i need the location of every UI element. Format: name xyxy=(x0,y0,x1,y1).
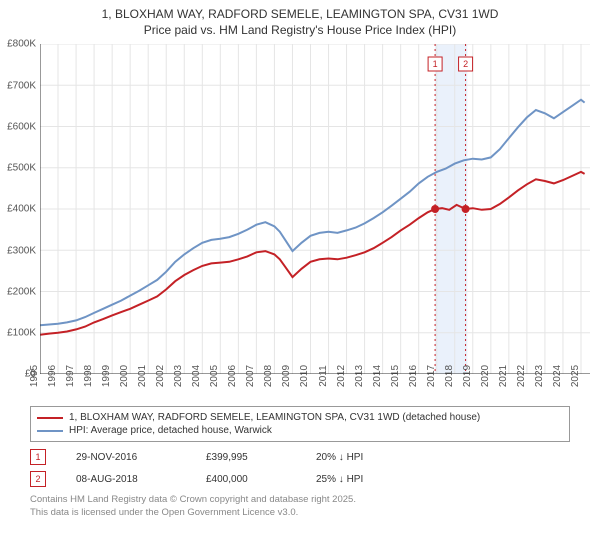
xtick-label: 2008 xyxy=(263,365,274,387)
xtick-label: 2006 xyxy=(227,365,238,387)
xtick-label: 1998 xyxy=(83,365,94,387)
xtick-label: 2017 xyxy=(426,365,437,387)
xtick-label: 1996 xyxy=(47,365,58,387)
ytick-label: £400K xyxy=(7,204,36,215)
xtick-label: 2023 xyxy=(534,365,545,387)
sale-row: 2 08-AUG-2018 £400,000 25% ↓ HPI xyxy=(30,468,570,490)
xtick-label: 2013 xyxy=(353,365,364,387)
xtick-label: 2016 xyxy=(408,365,419,387)
sale-delta: 20% ↓ HPI xyxy=(316,452,363,463)
xtick-label: 2022 xyxy=(516,365,527,387)
ytick-label: £700K xyxy=(7,80,36,91)
xtick-label: 2021 xyxy=(498,365,509,387)
xtick-label: 2019 xyxy=(462,365,473,387)
xtick-label: 2004 xyxy=(191,365,202,387)
ytick-label: £300K xyxy=(7,245,36,256)
legend-label: HPI: Average price, detached house, Warw… xyxy=(69,425,272,436)
sale-point xyxy=(462,205,470,213)
xtick-label: 2003 xyxy=(173,365,184,387)
sales-table: 1 29-NOV-2016 £399,995 20% ↓ HPI 2 08-AUG-201… xyxy=(30,446,570,490)
footer-line2: This data is licensed under the Open Gov… xyxy=(30,507,570,519)
xtick-label: 2002 xyxy=(155,365,166,387)
xtick-label: 2009 xyxy=(281,365,292,387)
xtick-label: 2025 xyxy=(570,365,581,387)
svg-text:1: 1 xyxy=(433,59,438,69)
ytick-label: £600K xyxy=(7,121,36,132)
sale-price: £400,000 xyxy=(206,474,286,485)
footer: Contains HM Land Registry data © Crown c… xyxy=(30,494,570,519)
xtick-label: 2010 xyxy=(299,365,310,387)
xtick-label: 1997 xyxy=(65,365,76,387)
xtick-label: 2020 xyxy=(480,365,491,387)
ytick-label: £100K xyxy=(7,328,36,339)
title-line1: 1, BLOXHAM WAY, RADFORD SEMELE, LEAMINGT… xyxy=(0,6,600,22)
xtick-label: 2000 xyxy=(119,365,130,387)
xtick-label: 2015 xyxy=(390,365,401,387)
sale-marker: 1 xyxy=(30,449,46,465)
chart-marker-label: 2 xyxy=(459,57,473,71)
sale-price: £399,995 xyxy=(206,452,286,463)
sale-date: 29-NOV-2016 xyxy=(76,452,176,463)
sale-date: 08-AUG-2018 xyxy=(76,474,176,485)
xtick-label: 2024 xyxy=(552,365,563,387)
legend-item: HPI: Average price, detached house, Warw… xyxy=(37,424,563,437)
sale-point xyxy=(431,205,439,213)
chart-area: £0£100K£200K£300K£400K£500K£600K£700K£80… xyxy=(40,44,590,374)
legend-swatch xyxy=(37,430,63,432)
sale-marker: 2 xyxy=(30,471,46,487)
chart-svg: 12 xyxy=(40,44,590,374)
xtick-label: 2001 xyxy=(137,365,148,387)
series-price_paid xyxy=(40,172,585,335)
ytick-label: £500K xyxy=(7,163,36,174)
xtick-label: 2018 xyxy=(444,365,455,387)
ytick-label: £800K xyxy=(7,39,36,50)
chart-marker-label: 1 xyxy=(428,57,442,71)
sale-delta: 25% ↓ HPI xyxy=(316,474,363,485)
xtick-label: 2007 xyxy=(245,365,256,387)
svg-text:2: 2 xyxy=(463,59,468,69)
legend: 1, BLOXHAM WAY, RADFORD SEMELE, LEAMINGT… xyxy=(30,406,570,442)
chart-title: 1, BLOXHAM WAY, RADFORD SEMELE, LEAMINGT… xyxy=(0,0,600,38)
title-line2: Price paid vs. HM Land Registry's House … xyxy=(0,22,600,38)
xtick-label: 2005 xyxy=(209,365,220,387)
xtick-label: 2012 xyxy=(335,365,346,387)
legend-label: 1, BLOXHAM WAY, RADFORD SEMELE, LEAMINGT… xyxy=(69,412,480,423)
xtick-label: 1999 xyxy=(101,365,112,387)
legend-swatch xyxy=(37,417,63,419)
footer-line1: Contains HM Land Registry data © Crown c… xyxy=(30,494,570,506)
sale-row: 1 29-NOV-2016 £399,995 20% ↓ HPI xyxy=(30,446,570,468)
legend-item: 1, BLOXHAM WAY, RADFORD SEMELE, LEAMINGT… xyxy=(37,411,563,424)
xtick-label: 2011 xyxy=(318,366,329,388)
xtick-label: 1995 xyxy=(29,365,40,387)
xtick-label: 2014 xyxy=(371,365,382,387)
ytick-label: £200K xyxy=(7,286,36,297)
